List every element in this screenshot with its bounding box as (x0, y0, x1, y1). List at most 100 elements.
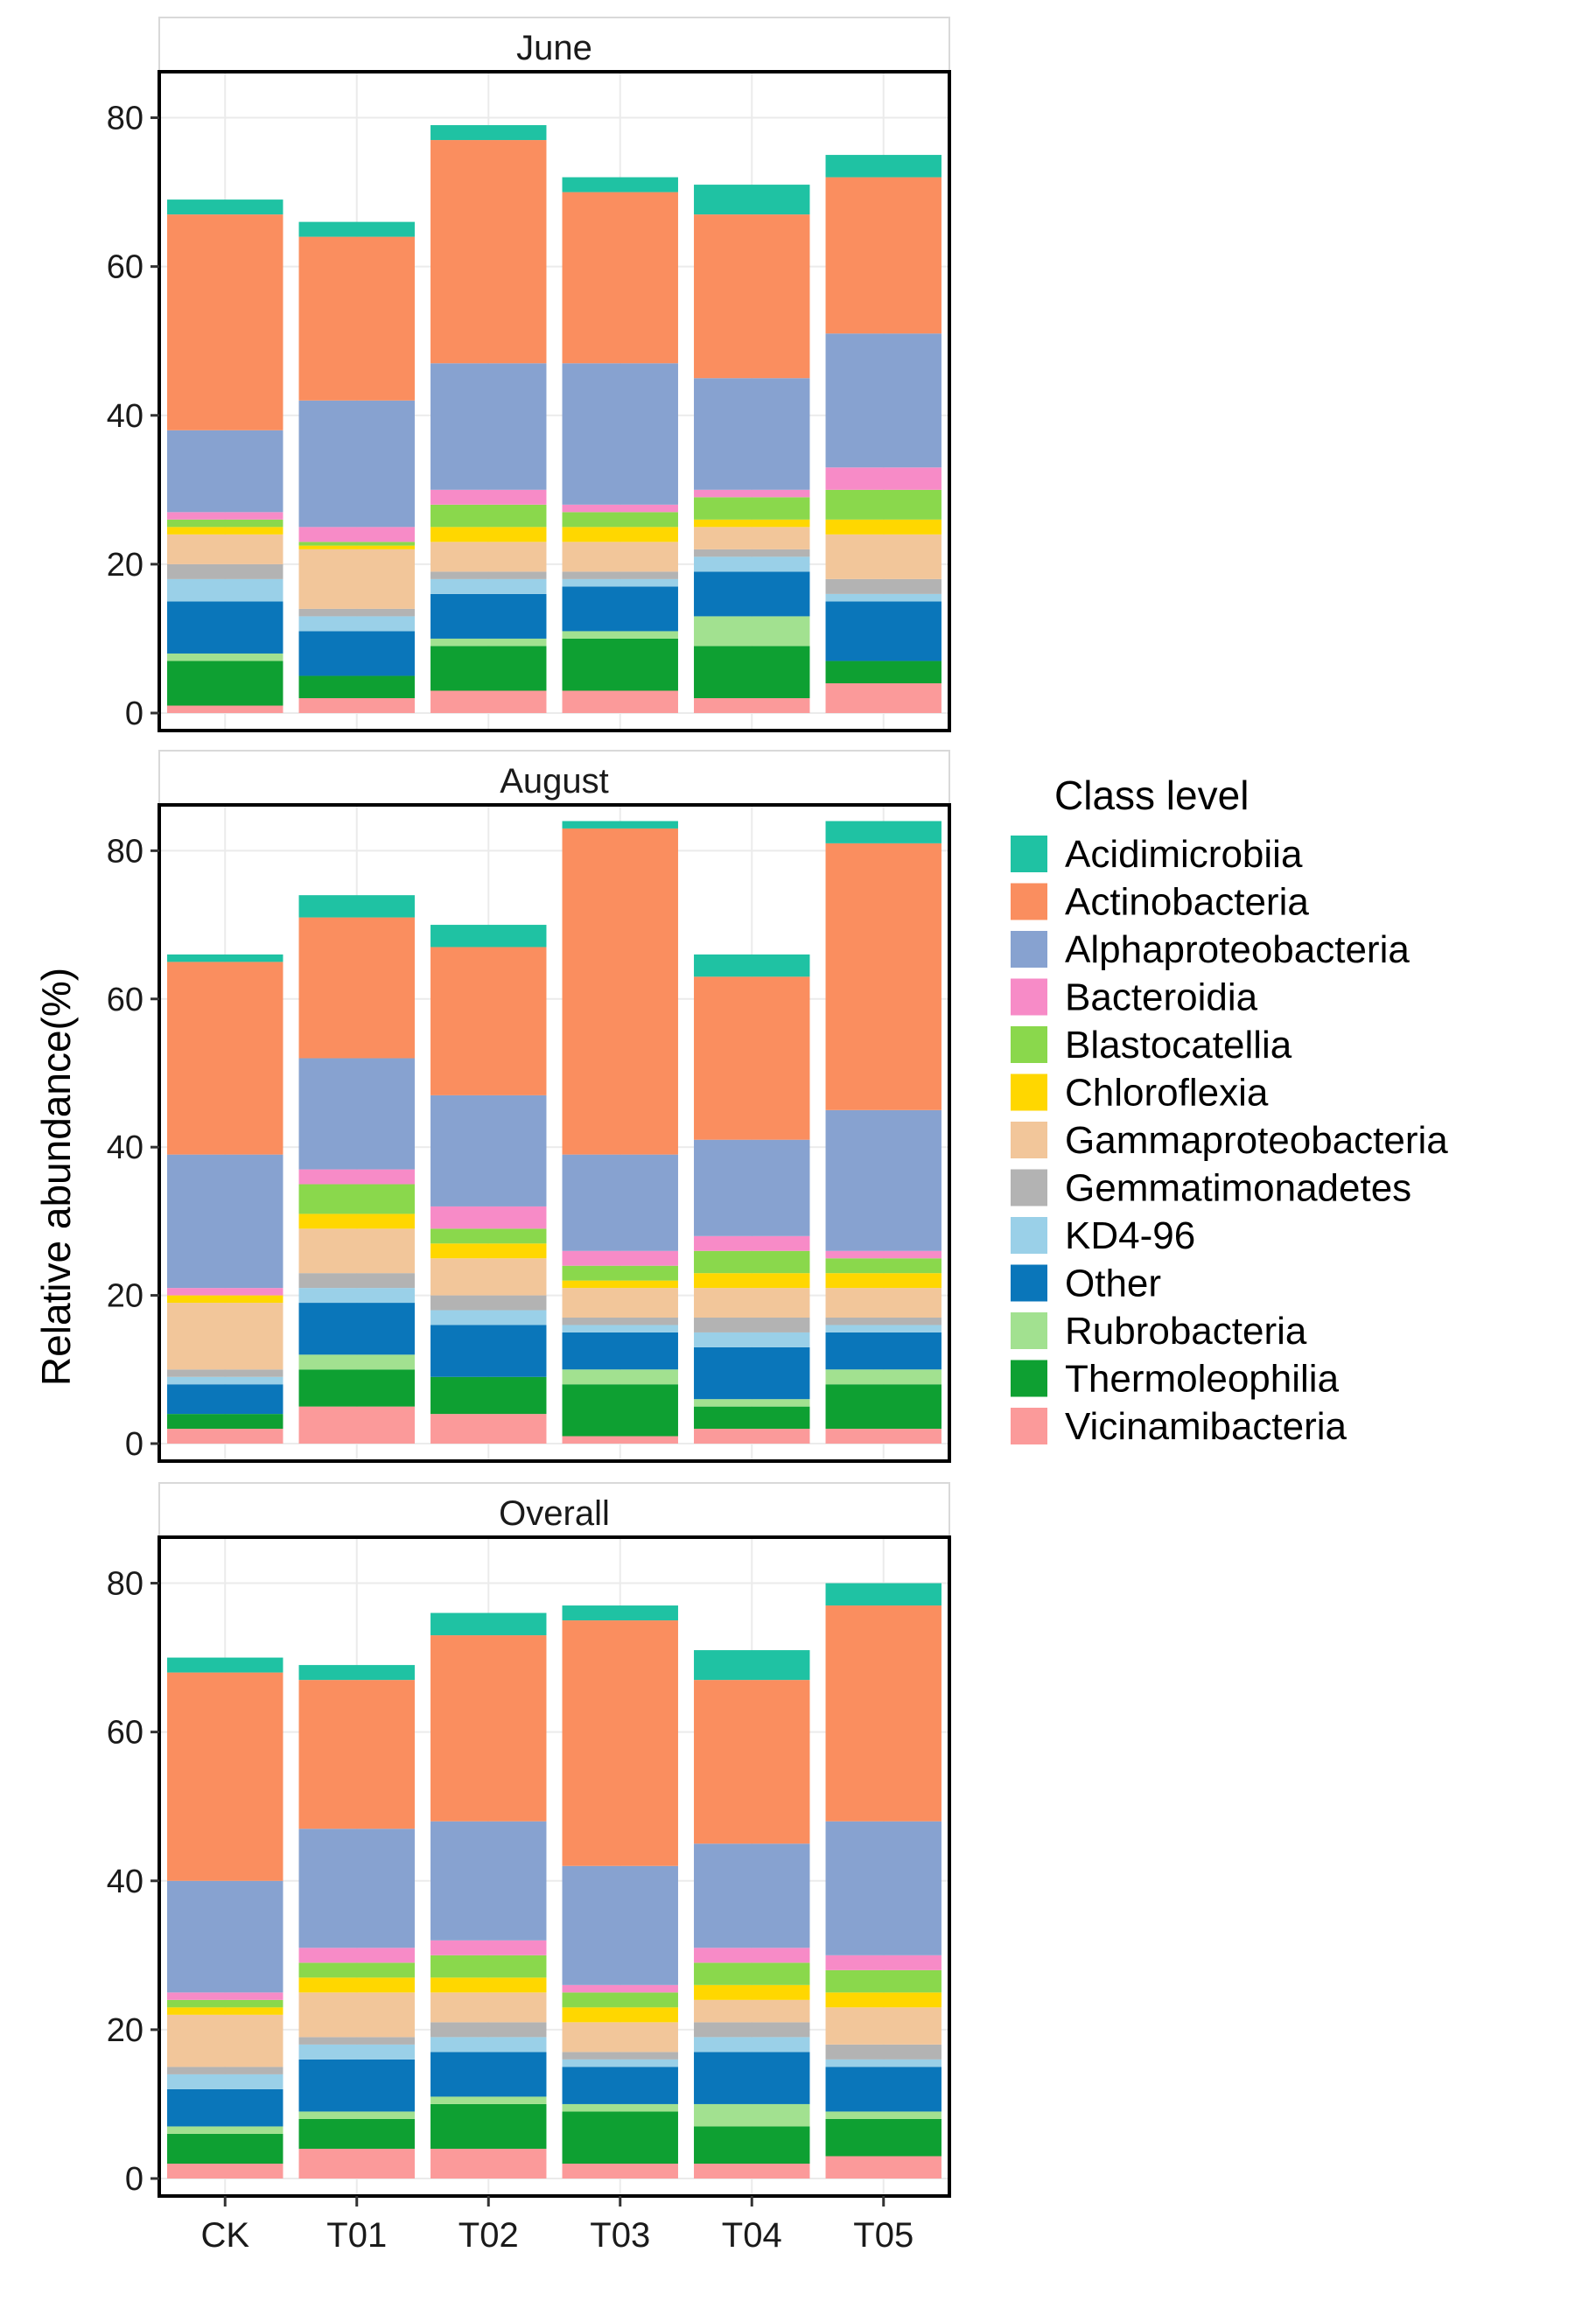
bar-segment-kd4-96-t01 (298, 1288, 415, 1304)
bar-segment-bacteroidia-ck (167, 1288, 284, 1296)
panel-title: June (516, 29, 592, 67)
bar-segment-actinobacteria-t02 (430, 1635, 547, 1822)
bar-segment-vicinamibacteria-ck (167, 2163, 284, 2179)
bar-segment-gemmatimonadetes-t05 (825, 2044, 942, 2060)
legend-swatch (1011, 883, 1047, 920)
bar-segment-acidimicrobiia-t03 (562, 1605, 678, 1621)
bar-segment-other-t05 (825, 1332, 942, 1370)
bar-segment-gemmatimonadetes-t02 (430, 571, 547, 579)
bar-segment-gammaproteobacteria-t01 (298, 549, 415, 609)
bar-segment-acidimicrobiia-t01 (298, 1665, 415, 1681)
y-tick-label: 40 (107, 398, 144, 435)
bar-segment-actinobacteria-t04 (694, 1680, 810, 1844)
bar-segment-other-ck (167, 2088, 284, 2127)
legend-item-rubrobacteria: Rubrobacteria (1011, 1310, 1307, 1353)
bar-segment-blastocatellia-ck (167, 519, 284, 528)
bar-segment-rubrobacteria-t04 (694, 616, 810, 647)
y-tick-label: 60 (107, 249, 144, 286)
y-tick-label: 0 (125, 2161, 144, 2198)
y-tick-label: 60 (107, 1715, 144, 1752)
bar-segment-bacteroidia-t03 (562, 1250, 678, 1266)
bar-segment-other-t02 (430, 1325, 547, 1377)
legend-item-vicinamibacteria: Vicinamibacteria (1011, 1405, 1348, 1448)
x-tick-label-t01: T01 (326, 2216, 387, 2255)
bar-segment-alphaproteobacteria-t01 (298, 400, 415, 528)
bar-segment-actinobacteria-t05 (825, 177, 942, 334)
legend-item-bacteroidia: Bacteroidia (1011, 976, 1258, 1019)
bar-segment-gemmatimonadetes-t03 (562, 571, 678, 579)
panel-border (158, 70, 951, 732)
bar-segment-kd4-96-t03 (562, 578, 678, 587)
x-tick-label-ck: CK (200, 2216, 249, 2255)
bar-segment-other-t03 (562, 586, 678, 632)
bar-segment-gammaproteobacteria-t03 (562, 1288, 678, 1318)
bar-segment-bacteroidia-t05 (825, 1250, 942, 1259)
bar-segment-vicinamibacteria-t02 (430, 2148, 547, 2179)
bar-segment-acidimicrobiia-t04 (694, 1650, 810, 1681)
bar-segment-acidimicrobiia-t03 (562, 177, 678, 192)
bar-segment-actinobacteria-t01 (298, 1680, 415, 1829)
bar-segment-gemmatimonadetes-t03 (562, 1318, 678, 1325)
bar-segment-bacteroidia-ck (167, 512, 284, 520)
bar-segment-alphaproteobacteria-t01 (298, 1058, 415, 1170)
bar-segment-vicinamibacteria-t03 (562, 1436, 678, 1444)
bar-segment-chloroflexia-ck (167, 1295, 284, 1304)
bar-segment-alphaproteobacteria-t03 (562, 1865, 678, 1985)
y-tick-label: 20 (107, 2012, 144, 2049)
bar-segment-bacteroidia-t01 (298, 1948, 415, 1963)
y-tick-label: 20 (107, 547, 144, 584)
legend-swatch (1011, 1122, 1047, 1158)
bar-segment-chloroflexia-t01 (298, 1977, 415, 1993)
bar-segment-actinobacteria-t02 (430, 947, 547, 1095)
bar-segment-other-t05 (825, 2067, 942, 2112)
bar-segment-gammaproteobacteria-ck (167, 2014, 284, 2067)
legend-item-thermoleophilia: Thermoleophilia (1011, 1358, 1340, 1401)
bar-segment-thermoleophilia-t02 (430, 1376, 547, 1415)
bar-segment-thermoleophilia-ck (167, 661, 284, 706)
y-tick-label: 80 (107, 1566, 144, 1603)
bar-segment-thermoleophilia-t01 (298, 1369, 415, 1407)
panel-strip (158, 750, 950, 806)
bar-segment-bacteroidia-t05 (825, 1955, 942, 1970)
bar-segment-thermoleophilia-t02 (430, 2103, 547, 2149)
bar-segment-other-t03 (562, 2067, 678, 2104)
bar-segment-alphaproteobacteria-t03 (562, 1154, 678, 1251)
bar-segment-acidimicrobiia-t05 (825, 821, 942, 843)
legend-label: Alphaproteobacteria (1065, 928, 1410, 971)
bar-segment-actinobacteria-t01 (298, 917, 415, 1059)
bar-segment-chloroflexia-t04 (694, 1273, 810, 1289)
bar-segment-other-t04 (694, 2052, 810, 2104)
bar-segment-alphaproteobacteria-t02 (430, 1095, 547, 1206)
bar-segment-alphaproteobacteria-ck (167, 430, 284, 513)
legend-item-acidimicrobiia: Acidimicrobiia (1011, 833, 1303, 876)
bar-segment-alphaproteobacteria-t04 (694, 1139, 810, 1236)
legend-label: Other (1065, 1262, 1161, 1305)
bar-segment-chloroflexia-t05 (825, 1273, 942, 1289)
bar-segment-blastocatellia-t01 (298, 1184, 415, 1214)
bar-segment-actinobacteria-t05 (825, 843, 942, 1110)
bar-segment-gammaproteobacteria-t04 (694, 1288, 810, 1318)
bar-segment-thermoleophilia-t02 (430, 646, 547, 691)
bar-segment-gammaproteobacteria-ck (167, 1303, 284, 1370)
panel-june: June 0 20 40 60 80 (107, 17, 951, 732)
panel-overall: Overall 0 20 40 60 80 (107, 1482, 951, 2198)
bar-segment-thermoleophilia-t04 (694, 2126, 810, 2164)
bar-segment-gemmatimonadetes-t03 (562, 2052, 678, 2060)
bar-segment-other-t04 (694, 571, 810, 617)
bar-segment-bacteroidia-t05 (825, 467, 942, 490)
bar-segment-acidimicrobiia-t02 (430, 1612, 547, 1636)
bar-segment-blastocatellia-t02 (430, 1955, 547, 1978)
bar-segment-thermoleophilia-t04 (694, 646, 810, 698)
panel-strip (158, 1482, 950, 1538)
bar-segment-vicinamibacteria-t01 (298, 2148, 415, 2179)
panel-title: Overall (499, 1494, 610, 1533)
bar-segment-acidimicrobiia-ck (167, 1657, 284, 1673)
y-tick-label: 40 (107, 1130, 144, 1166)
bar-segment-chloroflexia-ck (167, 527, 284, 535)
bar-segment-rubrobacteria-ck (167, 2126, 284, 2134)
bar-segment-acidimicrobiia-ck (167, 199, 284, 215)
bar-segment-kd4-96-t02 (430, 578, 547, 594)
bar-segment-other-ck (167, 1384, 284, 1415)
bar-segment-kd4-96-t01 (298, 2044, 415, 2060)
